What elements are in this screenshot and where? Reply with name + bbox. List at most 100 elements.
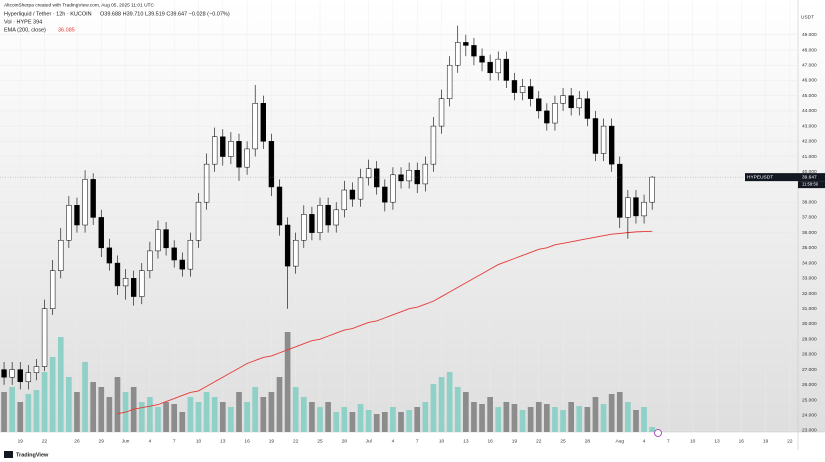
x-tick-label: 16 — [244, 438, 250, 444]
candle-body — [1, 369, 7, 378]
ema-line — [117, 230, 653, 415]
candle-body — [106, 247, 113, 264]
volume-bar — [203, 392, 210, 432]
x-tick-label: 13 — [220, 438, 226, 444]
y-tick-label: 41.000 — [802, 154, 817, 160]
volume-bar — [57, 337, 64, 432]
volume-bar — [584, 407, 591, 432]
y-tick-label: 49.000 — [802, 32, 817, 38]
candle-body — [301, 214, 307, 241]
x-tick-label: 16 — [487, 438, 493, 444]
candle-body — [495, 58, 501, 74]
candle-body — [236, 141, 242, 168]
volume-bar — [568, 402, 574, 432]
x-tick-label: 19 — [512, 438, 518, 444]
candle-body — [49, 270, 56, 309]
candle-body — [430, 125, 437, 165]
volume-bar — [9, 387, 15, 432]
volume-bar — [325, 402, 331, 432]
volume-bar — [641, 407, 647, 432]
y-tick-label: 27.000 — [802, 367, 817, 373]
candle-body — [293, 239, 299, 267]
y-tick-label: 42.000 — [802, 139, 817, 145]
candle-body — [179, 259, 185, 270]
y-tick-label: 30.000 — [802, 321, 817, 327]
volume-bar — [406, 410, 412, 432]
volume-bar — [41, 372, 48, 432]
candle-body — [414, 169, 420, 185]
candle-body — [349, 189, 356, 200]
x-tick-label: 4 — [149, 438, 152, 444]
y-unit: USDT — [801, 14, 814, 20]
candle-body — [422, 163, 429, 185]
volume-bar — [98, 387, 105, 432]
candle-body — [374, 168, 380, 188]
x-tick-label: 22 — [293, 438, 299, 444]
ohlc-legend: O39.688 H39.710 L39.519 C39.647 −0.028 (… — [100, 11, 230, 17]
volume-bar — [317, 407, 323, 432]
candle-body — [625, 197, 631, 218]
y-tick-label: 28.000 — [802, 352, 817, 358]
candle-body — [463, 42, 469, 46]
volume-bar — [1, 392, 7, 432]
candle-body — [41, 308, 48, 367]
y-tick-label: 26.000 — [802, 382, 817, 388]
volume-bar — [446, 372, 453, 432]
candle-body — [584, 98, 591, 119]
volume-bar — [527, 407, 534, 432]
candle-body — [130, 278, 137, 297]
x-tick-label: Aug — [615, 438, 624, 444]
volume-bar — [495, 407, 502, 432]
x-tick-label: 28 — [342, 438, 348, 444]
volume-bar — [438, 377, 445, 432]
candle-body — [560, 95, 566, 104]
candle-body — [325, 204, 331, 226]
x-tick-label: 19 — [763, 438, 769, 444]
candle-body — [9, 369, 15, 378]
volume-bar — [90, 382, 97, 432]
candle-body — [33, 366, 40, 373]
volume-bar — [535, 402, 542, 432]
candle-body — [114, 262, 121, 287]
volume-bar — [511, 404, 518, 432]
volume-bar — [300, 397, 307, 432]
volume-bar — [357, 404, 364, 432]
volume-bar — [260, 397, 267, 432]
x-tick-label: 7 — [416, 438, 419, 444]
candle-body — [25, 372, 32, 383]
x-tick-label: 4 — [392, 438, 395, 444]
candle-body — [552, 103, 558, 124]
volume-bar — [155, 407, 161, 432]
y-tick-label: 36.000 — [802, 230, 817, 236]
symbol-title: Hyperliquid / Tether · 12h · KUCOIN — [4, 11, 92, 17]
x-tick-label: 16 — [739, 438, 745, 444]
candle-body — [212, 136, 218, 165]
volume-bar — [503, 402, 510, 432]
volume-bar — [349, 412, 356, 432]
candle-body — [592, 118, 599, 154]
y-tick-label: 23.000 — [802, 428, 817, 434]
x-tick-label: 25 — [317, 438, 323, 444]
volume-bar — [422, 402, 429, 432]
volume-bar — [163, 402, 169, 432]
candle-body — [390, 174, 396, 203]
candle-body — [576, 98, 582, 109]
volume-legend: Vol · HYPE 394 — [4, 19, 42, 25]
candle-layer — [1, 25, 655, 390]
candle-body — [641, 201, 647, 217]
candle-body — [527, 86, 534, 99]
candle-body — [519, 86, 526, 93]
volume-bar — [138, 402, 145, 432]
volume-bar — [600, 404, 607, 432]
volume-bar — [592, 397, 599, 432]
volume-bar — [487, 397, 493, 432]
candle-body — [398, 174, 404, 182]
candle-body — [90, 179, 96, 218]
credit: AltcoinSherpa created with TradingView.c… — [4, 2, 154, 8]
candle-body — [17, 369, 23, 383]
y-tick-label: 45.000 — [802, 93, 817, 99]
volume-bar — [25, 394, 32, 432]
volume-bar — [33, 390, 40, 432]
candle-body — [536, 98, 542, 112]
volume-bar — [365, 410, 372, 432]
